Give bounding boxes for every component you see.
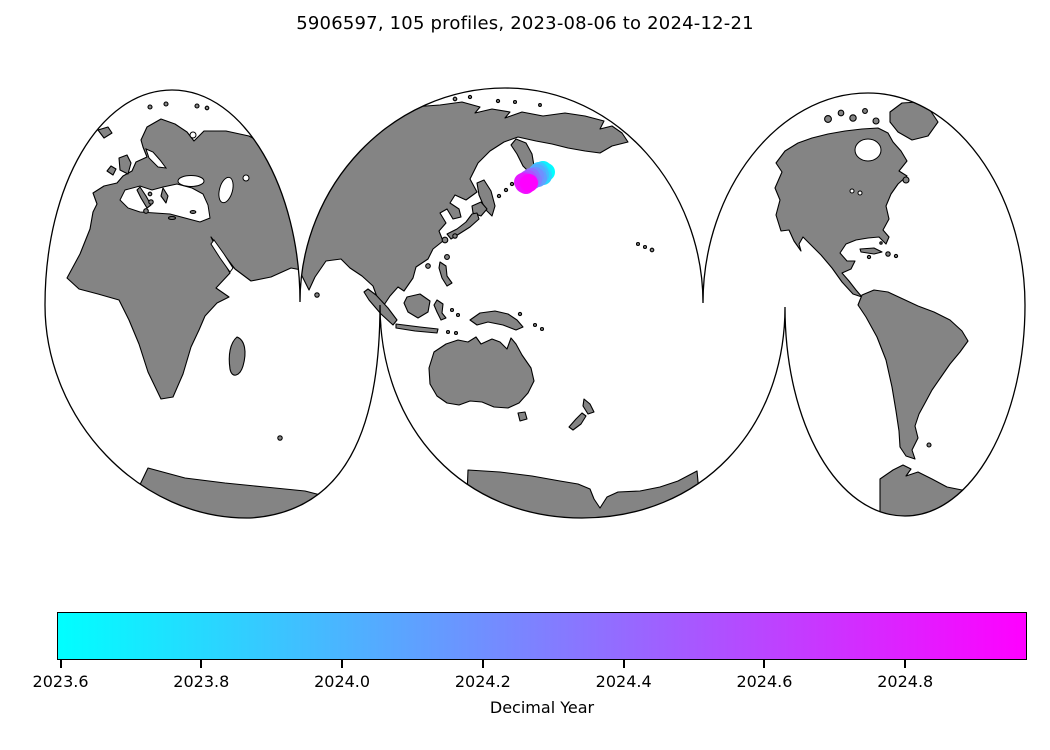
colorbar-tick <box>763 660 766 668</box>
island-kuril <box>496 193 502 199</box>
island-moluccas-2 <box>455 312 461 318</box>
white-sea <box>189 131 197 139</box>
caspian-sea <box>218 176 234 204</box>
black-sea <box>177 175 205 187</box>
island-ireland <box>106 165 117 176</box>
page-title: 5906597, 105 profiles, 2023-08-06 to 202… <box>296 13 754 34</box>
island-arctic-canada-4 <box>862 108 868 114</box>
island-crete <box>167 216 177 220</box>
island-arctic-canada-2 <box>837 109 845 117</box>
island-shikoku <box>452 233 458 239</box>
colorbar-tick-label: 2024.8 <box>877 672 934 691</box>
island-hawaii-3 <box>649 247 655 253</box>
colorbar-tick <box>200 660 203 668</box>
island-italy <box>136 186 152 209</box>
island-arctic-canada <box>824 115 832 123</box>
island-severnaya <box>452 96 458 102</box>
island-severnaya-2 <box>467 94 473 100</box>
island-franz-josef <box>194 103 200 109</box>
colorbar-tick <box>904 660 907 668</box>
island-sri-lanka <box>314 292 320 298</box>
island-svalbard-2 <box>163 101 169 107</box>
colorbar-tick-label: 2023.6 <box>32 672 89 691</box>
island-kuril-3 <box>509 181 515 187</box>
continent-north-america <box>774 127 908 298</box>
island-lesser-sunda <box>445 329 451 335</box>
island-bahamas <box>879 241 883 245</box>
island-hokkaido <box>471 201 488 217</box>
island-bismarck <box>517 311 523 317</box>
island-solomon <box>532 322 538 328</box>
island-cyprus <box>189 210 197 214</box>
colorbar-tick-label: 2024.2 <box>454 672 511 691</box>
island-moluccas <box>449 307 455 313</box>
island-falkland <box>926 442 932 448</box>
colorbar-tick-label: 2023.8 <box>173 672 230 691</box>
island-sicily <box>143 208 149 214</box>
island-hawaii <box>635 241 641 247</box>
island-nz-north <box>582 398 595 415</box>
island-arctic-canada-3 <box>849 114 857 122</box>
island-svalbard <box>147 104 153 110</box>
island-madagascar <box>228 336 246 376</box>
island-sardinia <box>148 199 154 205</box>
aral-sea <box>242 174 250 182</box>
baltic-sea <box>145 148 168 169</box>
island-new-guinea <box>469 310 524 331</box>
island-lesser-sunda-2 <box>453 330 459 336</box>
island-new-siberian-2 <box>512 99 518 105</box>
profile-scatter <box>514 161 555 194</box>
colorbar-tick <box>481 660 484 668</box>
island-sakhalin <box>476 179 496 217</box>
colorbar-tick <box>59 660 62 668</box>
islands-philippines <box>438 261 453 287</box>
island-java <box>395 323 439 334</box>
continent-south-america <box>857 289 969 460</box>
red-sea <box>210 239 234 273</box>
island-franz-josef-2 <box>204 105 210 111</box>
island-puerto-rico <box>893 253 899 259</box>
island-baffin <box>872 117 880 125</box>
island-new-siberian <box>495 98 501 104</box>
island-cuba <box>859 247 883 255</box>
island-kuril-2 <box>503 187 509 193</box>
island-hawaii-2 <box>642 244 648 250</box>
island-sulawesi <box>433 299 447 321</box>
island-corsica <box>147 191 153 197</box>
colorbar-axis-label: Decimal Year <box>489 698 595 717</box>
island-tasmania <box>517 411 528 422</box>
colorbar-tick <box>341 660 344 668</box>
island-kyushu <box>441 236 449 244</box>
island-hainan <box>425 263 431 269</box>
colorbar-ticks: 2023.6 2023.8 2024.0 2024.2 2024.4 2024.6 2024… <box>33 660 1027 694</box>
island-nz-south <box>568 412 587 431</box>
island-iceland <box>97 126 113 139</box>
island-greece <box>160 187 169 204</box>
island-jamaica <box>866 254 872 260</box>
profile-point <box>520 174 538 192</box>
island-wrangel <box>538 103 542 107</box>
antarctica-peninsula <box>879 464 989 519</box>
colorbar-tick-label: 2024.4 <box>595 672 652 691</box>
island-greenland <box>889 101 939 141</box>
island-hispaniola <box>885 251 891 257</box>
great-lake-2 <box>857 190 863 196</box>
island-taiwan <box>444 254 450 260</box>
colorbar-tick-label: 2024.6 <box>736 672 793 691</box>
island-solomon-2 <box>539 326 545 332</box>
island-newfoundland <box>902 176 910 184</box>
hudson-bay <box>854 138 882 162</box>
colorbar-tick <box>622 660 625 668</box>
colorbar-gradient <box>57 612 1027 660</box>
island-great-britain <box>118 154 132 175</box>
colorbar-tick-label: 2024.0 <box>314 672 371 691</box>
continent-asia <box>297 101 629 309</box>
great-lake <box>849 188 855 194</box>
island-borneo <box>403 293 431 319</box>
continent-australia <box>428 336 535 409</box>
island-southern-ocean <box>277 435 283 441</box>
